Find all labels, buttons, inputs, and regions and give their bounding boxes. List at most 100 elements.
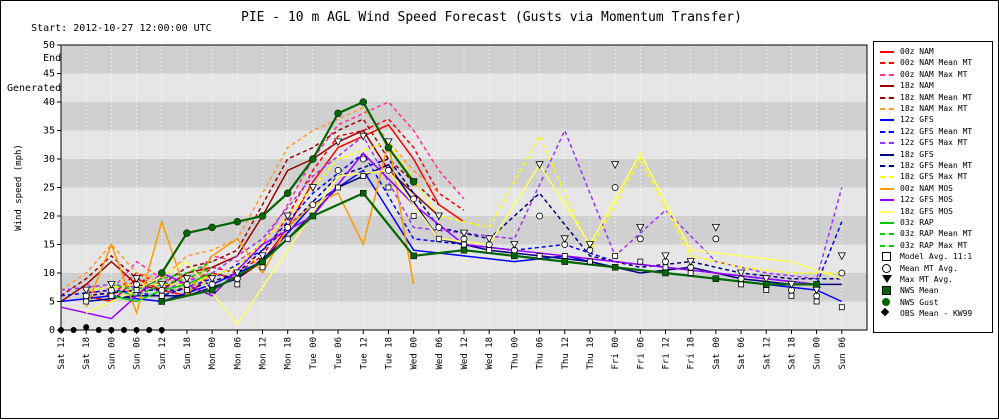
plot-background [60,44,868,331]
data-point [636,235,644,243]
legend-label: 18z NAM [900,81,934,91]
data-point [662,269,669,277]
legend-label: Model Avg. 11:1 [900,252,973,262]
data-point [158,292,165,299]
x-tick-label: Mon 18 [284,337,294,370]
data-point [788,292,795,299]
legend-label: 12z GFS MOS [900,195,953,205]
data-point [157,280,166,289]
data-point [107,280,116,289]
legend-swatch [882,263,891,273]
data-point [838,269,846,277]
data-point [410,213,417,219]
legend-item: Model Avg. 11:1 [874,251,992,262]
legend-label: Mean MT Avg. [900,263,958,273]
y-tick-label: 30 [43,154,55,165]
y-tick-label: 35 [43,126,55,137]
data-point [485,235,494,244]
data-point [184,287,190,294]
data-point [736,269,746,278]
series-line [86,101,465,291]
data-point [459,229,469,238]
data-point [787,280,796,289]
legend-label: 18z GFS [900,149,934,159]
x-axis: Sat 12 Sat 18 Sun 00 Sun 06 Sun 12 Sun 18 Mon … [57,330,848,370]
legend-swatch [882,275,892,283]
x-tick-label: Fri 18 [687,337,697,370]
legend-label: NWS Mean [900,286,939,296]
data-point [410,195,418,203]
legend-item: 12z GFS Max MT [874,137,992,148]
legend-swatch [882,286,891,296]
data-point [284,235,291,242]
legend-label: 18z GFS Mean MT [900,161,973,170]
legend-item: 00z NAM Mean MT [874,57,992,68]
data-point [158,298,165,305]
start-time: Start: 2012-10-27 12:00:00 UTC [31,23,212,34]
x-tick-label: Sun 00 [813,337,823,370]
legend-item: 18z NAM Max MT [874,103,992,114]
legend-item: 03z RAP [874,217,992,228]
legend-swatch [880,199,894,202]
data-point [435,223,443,231]
data-point [258,252,267,261]
legend-swatch [880,244,894,247]
x-tick-label: Wed 06 [435,337,445,370]
legend-swatch [880,142,894,145]
data-point [460,246,468,254]
data-point [560,235,569,244]
data-point [335,184,341,191]
data-point [82,286,91,295]
data-point [585,241,595,249]
data-point [359,132,368,141]
data-point [813,281,820,288]
data-point [158,269,166,277]
data-point [410,252,417,260]
legend-swatch [880,108,894,110]
x-tick-label: Tue 12 [359,337,369,370]
legend-label: NWS Gust [900,297,939,307]
legend-item: 00z NAM MOS [874,183,992,194]
data-point [561,252,568,259]
legend-item: 12z GFS [874,114,992,125]
y-tick-label: 40 [43,97,55,108]
data-point [259,258,266,265]
y-tick-label: 5 [49,297,55,308]
legend-swatch [882,297,890,306]
data-point [133,327,140,333]
data-point [359,155,367,163]
legend-item: 12z GFS Mean MT [874,126,992,137]
data-point [83,324,90,331]
data-point [309,212,317,220]
data-point [763,287,770,294]
data-point [738,281,744,288]
legend-swatch [880,165,894,167]
x-tick-label: Thu 00 [510,337,520,370]
legend-label: 18z GFS MOS [900,206,953,216]
data-point [662,264,669,271]
legend-swatch [880,51,894,53]
data-point [183,229,191,237]
legend-swatch [880,85,894,88]
series-line [111,260,213,291]
data-point [686,258,695,266]
data-point [283,212,292,221]
x-tick-label: Wed 12 [460,337,470,370]
legend-label: 03z RAP Mean MT [900,229,973,239]
x-tick-label: Sat 18 [787,337,797,370]
legend-item: 18z GFS Mean MT [874,160,992,171]
data-point [146,327,153,333]
data-point [610,161,620,170]
legend-label: 18z NAM Mean MT [900,92,973,102]
series-line [60,152,843,297]
data-point [838,304,845,311]
legend-swatch [880,130,894,133]
data-point [384,143,393,152]
legend-label: 12z GFS Max MT [900,138,968,148]
legend-label: 12z GFS Mean MT [900,126,973,136]
data-point [283,189,292,197]
data-point [510,241,519,249]
series-line [60,128,843,291]
x-tick-label: Mon 06 [233,337,243,370]
